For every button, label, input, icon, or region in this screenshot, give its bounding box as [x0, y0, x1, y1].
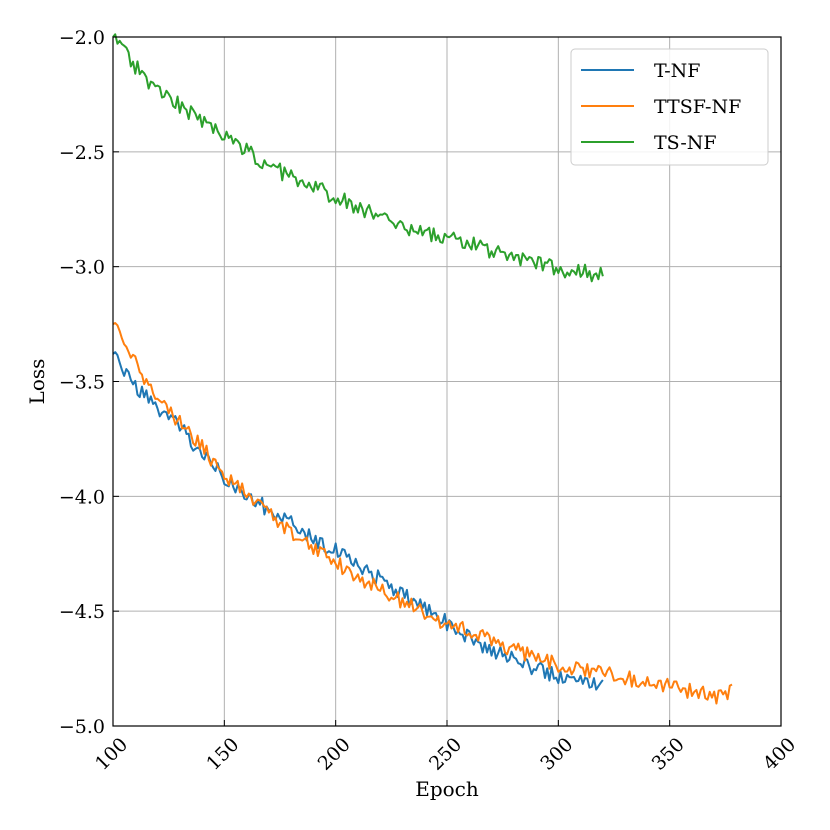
series-line-ts-nf	[112, 33, 604, 283]
series-line-ttsf-nf	[112, 322, 733, 705]
x-tick-label: 150	[202, 734, 243, 775]
series-layer	[112, 33, 733, 705]
series-line-t-nf	[112, 351, 604, 691]
legend: T-NF TTSF-NF TS-NF	[570, 48, 769, 166]
legend-label: T-NF	[654, 60, 700, 82]
x-tick-label: 100	[91, 734, 132, 775]
x-tick-label: 300	[536, 734, 577, 775]
y-tick-label: −3.0	[59, 257, 105, 279]
legend-label: TS-NF	[654, 132, 717, 154]
y-tick-label: −2.0	[59, 27, 105, 49]
legend-label: TTSF-NF	[654, 96, 741, 118]
y-axis-label: Loss	[25, 359, 49, 405]
y-tick-label: −5.0	[59, 716, 105, 738]
x-tick-label: 350	[648, 734, 689, 775]
x-axis-label: Epoch	[415, 777, 479, 801]
x-tick-label: 200	[314, 734, 355, 775]
y-tick-label: −4.5	[59, 601, 105, 623]
legend-box	[570, 48, 769, 166]
y-tick-label: −4.0	[59, 486, 105, 508]
x-tick-label: 250	[425, 734, 466, 775]
x-tick-label: 400	[759, 734, 800, 775]
y-tick-label: −3.5	[59, 372, 105, 394]
y-tick-label: −2.5	[59, 142, 105, 164]
